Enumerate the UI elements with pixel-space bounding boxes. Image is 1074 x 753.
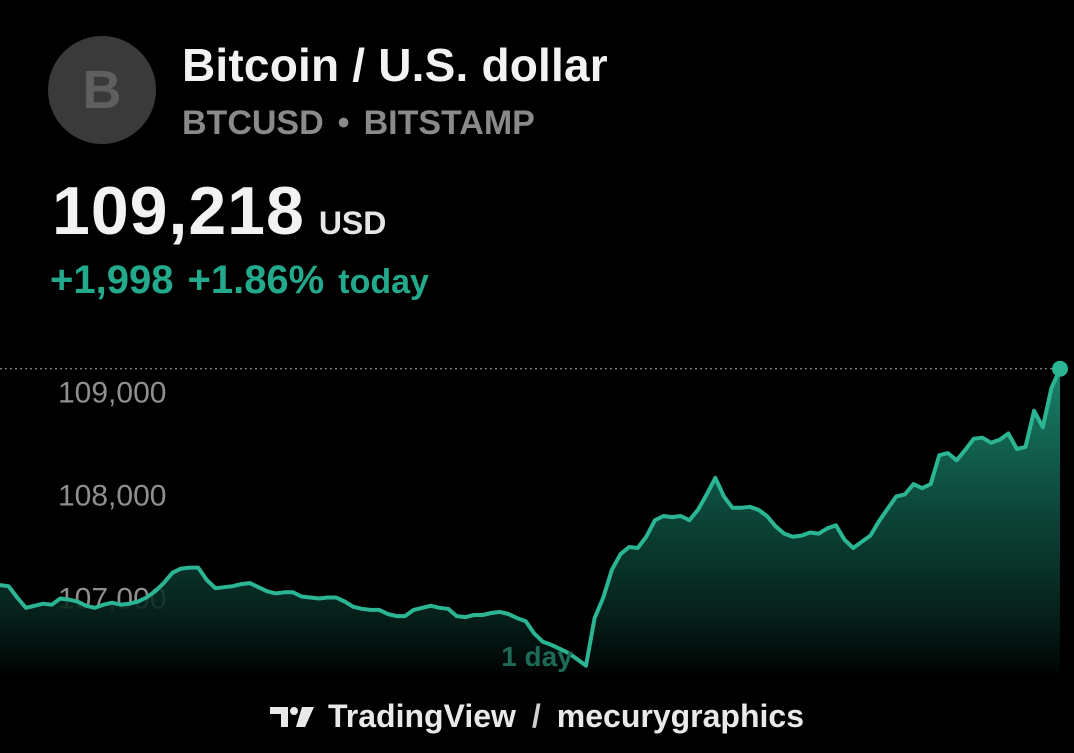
change-percent: +1.86%: [187, 258, 325, 302]
exchange-label: BITSTAMP: [363, 104, 535, 142]
ticker-label: BTCUSD: [182, 104, 324, 142]
y-tick-label: 108,000: [58, 479, 166, 512]
symbol-avatar: B: [48, 36, 156, 144]
symbol-subtitle: BTCUSD • BITSTAMP: [182, 104, 535, 143]
tradingview-logo-icon: [269, 705, 316, 729]
footer-separator: /: [531, 698, 541, 734]
current-price: 109,218: [52, 173, 305, 249]
price-line: [0, 366, 1062, 668]
currency-label: USD: [318, 205, 387, 241]
price-area: [0, 368, 1060, 680]
period-label: 1 day: [501, 641, 573, 672]
price-row: 109,218 USD: [52, 172, 386, 250]
symbol-title: Bitcoin / U.S. dollar: [182, 39, 608, 91]
author-label: mecurygraphics: [556, 698, 804, 734]
footer-credit: TradingView / mecurygraphics: [0, 698, 1074, 735]
change-period-label: today: [338, 263, 429, 301]
y-tick-label: 109,000: [58, 376, 166, 409]
brand-label: TradingView: [327, 698, 516, 734]
last-price-marker: [1052, 360, 1068, 377]
subtitle-separator: •: [337, 104, 350, 142]
avatar-letter: B: [82, 60, 122, 120]
change-absolute: +1,998: [50, 258, 174, 302]
change-row: +1,998 +1.86% today: [50, 258, 429, 303]
